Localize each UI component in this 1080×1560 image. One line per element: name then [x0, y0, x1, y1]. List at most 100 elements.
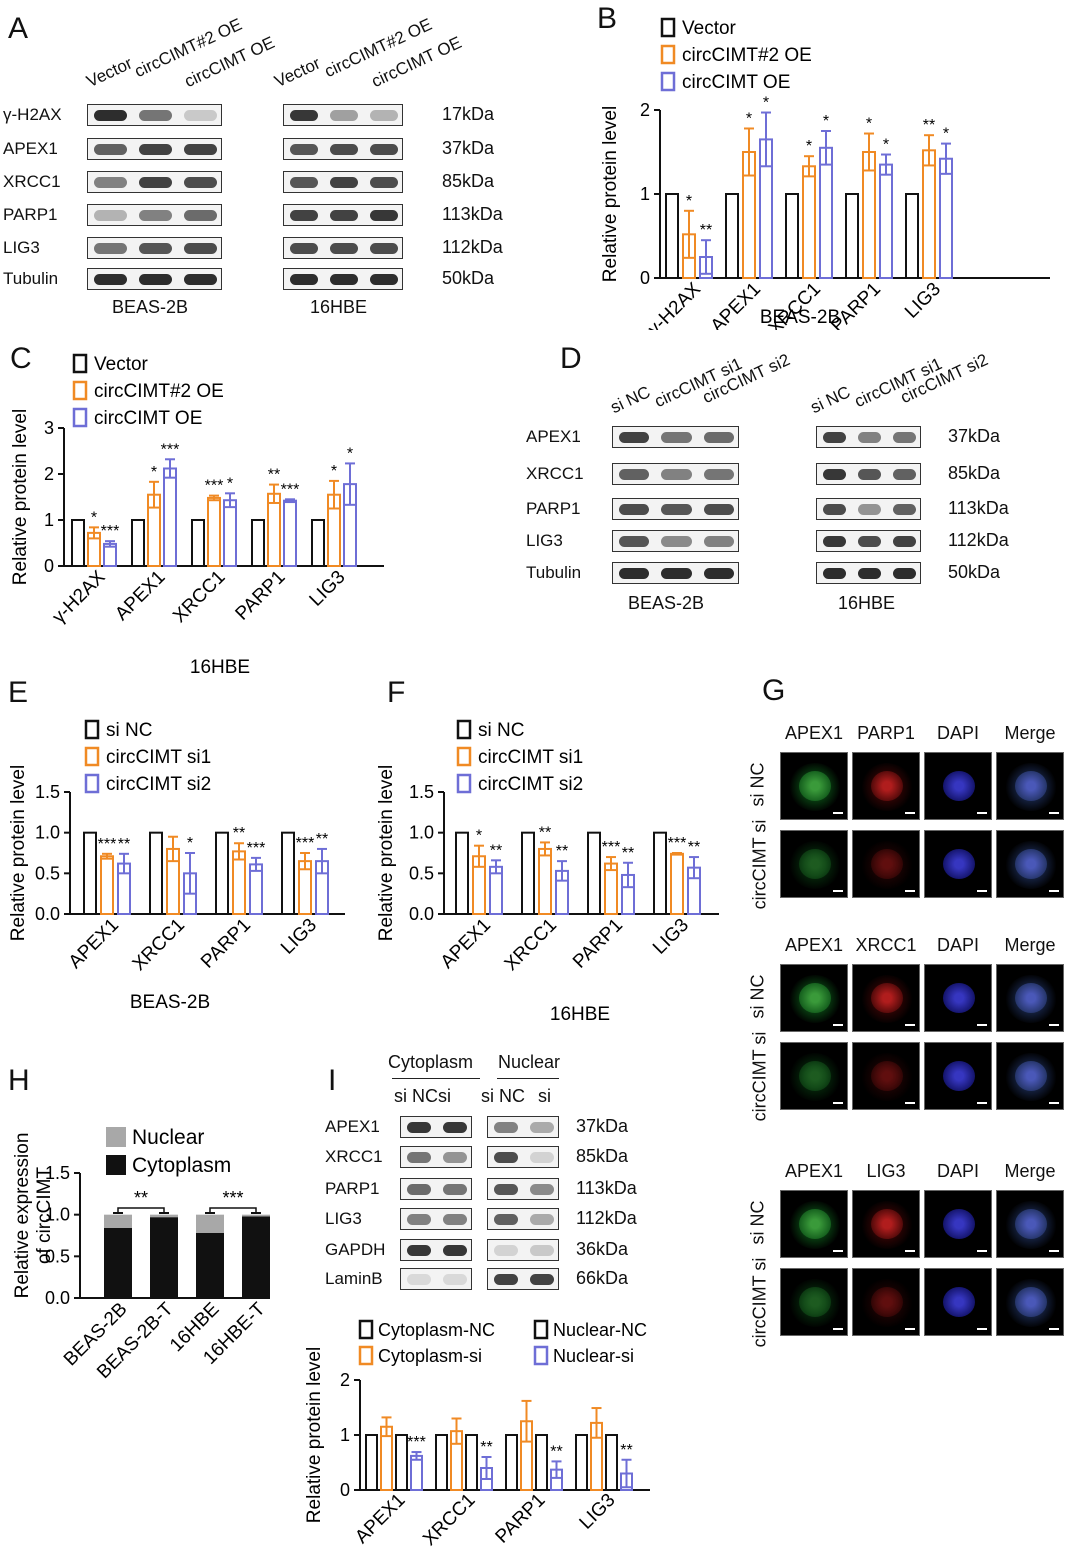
significance-mark: *: [883, 137, 889, 154]
micrograph-merge-circcimt-si: [996, 830, 1064, 898]
cell-line-label: BEAS-2B: [628, 593, 705, 613]
y-axis-label: Relative protein level: [10, 409, 31, 585]
significance-mark: *: [227, 475, 233, 492]
fraction-label-nuclear: Nuclear: [498, 1052, 561, 1072]
western-blot-d: APEX1 37kDa XRCC1 85kDa PARP1 113kDa LIG3 112kD…: [520, 340, 1080, 620]
bar-nuclear-beas-2b: [104, 1214, 132, 1228]
micrograph-merge-circcimt-si: [996, 1042, 1064, 1110]
significance-mark: **: [688, 839, 700, 856]
blot-band: [330, 210, 358, 221]
blot-strip: [612, 498, 739, 520]
significance-mark: ***: [296, 835, 315, 852]
bar-chart-i: 0 1 2 Relative protein level *** APEX1 ** XRCC1…: [304, 1319, 650, 1550]
lane-label-si-nc: si NC: [807, 382, 854, 418]
legend-swatch-cytoplasm-nc: [358, 1319, 374, 1340]
blot-strip: [400, 1116, 472, 1138]
y-tick-label: 1.5: [45, 1163, 70, 1183]
panel-label-h: H: [8, 1064, 30, 1097]
molecular-weight-label: 113kDa: [576, 1178, 637, 1198]
significance-mark: **: [539, 824, 551, 841]
legend-label-circcimt-si1: circCIMT si1: [106, 747, 211, 768]
bar-vector-lig3: [311, 519, 325, 567]
y-tick-label: 1: [640, 184, 650, 204]
blot-strip: [283, 268, 403, 290]
bar-cytoplasm-beas-2b: [104, 1228, 132, 1298]
blot-row-label-parp1: PARP1: [526, 499, 581, 518]
molecular-weight-label: 112kDa: [442, 237, 503, 257]
blot-band: [443, 1245, 467, 1256]
micrograph-apex1-si-nc: [780, 1190, 848, 1258]
legend-label-circcimt-si2: circCIMT si2: [478, 774, 583, 795]
y-tick-label: 0.0: [45, 1288, 70, 1308]
scale-bar: [905, 890, 915, 892]
legend-swatch-si-nc: [84, 719, 100, 740]
significance-bracket: [117, 1207, 165, 1214]
scale-bar: [833, 890, 843, 892]
legend-swatch-nuclear: [106, 1127, 126, 1147]
molecular-weight-label: 112kDa: [576, 1208, 637, 1228]
blot-row-label-h2ax: γ-H2AX: [3, 105, 62, 124]
bar-circcimt-si1-lig3: [670, 852, 684, 916]
bar-cytoplasm-16hbe-t: [242, 1216, 270, 1298]
blot-band: [893, 432, 916, 443]
nucleus-signal: [799, 771, 831, 801]
blot-band: [443, 1152, 467, 1163]
molecular-weight-label: 113kDa: [948, 498, 1009, 518]
cell-line-label: 16HBE: [310, 297, 368, 317]
blot-band: [858, 432, 881, 443]
x-tick-label: APEX1: [707, 279, 765, 330]
blot-band: [619, 568, 650, 579]
legend-swatch-circcimt-si1: [456, 746, 472, 767]
blot-band: [494, 1274, 518, 1285]
micrograph-header-merge: Merge: [1004, 1161, 1056, 1181]
nucleus-signal: [943, 1061, 975, 1091]
legend-swatch-cytoplasm-si: [358, 1345, 374, 1366]
scale-bar: [905, 1102, 915, 1104]
significance-mark: ***: [222, 1188, 243, 1208]
x-tick-label: PARP1: [492, 1490, 550, 1548]
micrograph-xrcc1-circcimt-si: [852, 1042, 920, 1110]
legend-label-vector: Vector: [94, 354, 149, 375]
scale-bar: [905, 1024, 915, 1026]
blot-strip: [612, 562, 739, 584]
blot-row-label-lig3: LIG3: [526, 531, 563, 550]
blot-strip: [400, 1208, 472, 1230]
blot-band: [184, 177, 217, 188]
significance-mark: **: [233, 825, 245, 842]
scale-bar: [833, 1024, 843, 1026]
y-tick-label: 0.5: [35, 863, 60, 883]
panel-label-i: I: [328, 1064, 337, 1097]
nucleus-signal: [1015, 1287, 1047, 1317]
x-tick-label: APEX1: [437, 915, 495, 973]
legend-swatch-circcimt-si1: [84, 746, 100, 767]
micrograph-header-dapi: DAPI: [936, 723, 980, 743]
nucleus-signal: [943, 771, 975, 801]
cell-cytoplasm-signal: [861, 841, 913, 889]
molecular-weight-label: 85kDa: [442, 171, 495, 191]
legend-label-vector: Vector: [682, 18, 737, 39]
blot-band: [184, 110, 217, 121]
y-axis-label: Relative protein level: [8, 765, 29, 941]
blot-band: [330, 144, 358, 155]
micrograph-header-parp1: PARP1: [857, 723, 915, 743]
micrograph-xrcc1-si-nc: [852, 964, 920, 1032]
blot-band: [330, 243, 358, 254]
legend-swatch-si-nc: [456, 719, 472, 740]
bar-nuclear-nc-lig3: [605, 1434, 618, 1491]
x-tick-label: XRCC1: [419, 1490, 479, 1550]
nucleus-signal: [871, 1061, 903, 1091]
bar-circcimt-oe-parp1: [879, 163, 893, 280]
significance-mark: *: [331, 463, 337, 480]
blot-band: [823, 432, 846, 443]
blot-strip: [816, 530, 921, 552]
blot-band: [330, 110, 358, 121]
micrograph-apex1-circcimt-si: [780, 830, 848, 898]
significance-mark: *: [746, 110, 752, 127]
molecular-weight-label: 17kDa: [442, 104, 495, 124]
significance-mark: **: [700, 222, 712, 239]
legend-swatch-vector: [72, 353, 88, 374]
lane-label-si-nc: si NC: [607, 382, 654, 418]
y-tick-label: 0.0: [409, 904, 434, 924]
x-axis-label: BEAS-2B: [130, 992, 210, 1013]
